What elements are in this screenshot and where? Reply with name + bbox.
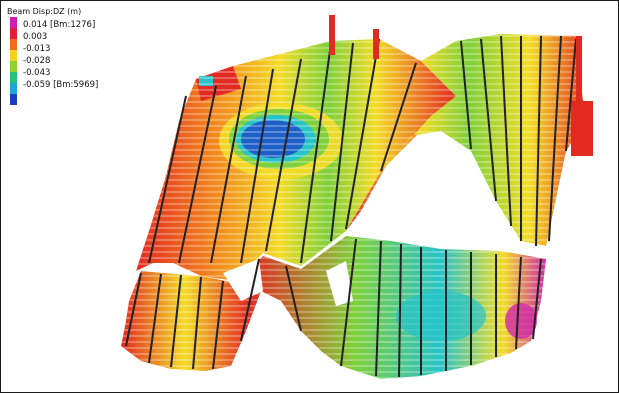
legend-swatch — [10, 39, 17, 50]
legend-swatch — [10, 72, 17, 83]
color-legend: Beam Disp:DZ (m) 0.014 [Bm:1276] 0.003 -… — [7, 7, 137, 107]
legend-swatch — [10, 28, 17, 39]
legend-label-5: -0.043 — [23, 69, 50, 78]
legend-swatch — [10, 50, 17, 61]
legend-swatch — [10, 61, 17, 72]
legend-label-4: -0.028 — [23, 57, 50, 66]
legend-label-2: 0.003 — [23, 33, 47, 42]
legend-label-min: -0.059 [Bm:5969] — [23, 81, 98, 90]
legend-title: Beam Disp:DZ (m) — [7, 7, 81, 16]
legend-swatch — [10, 83, 17, 94]
legend-swatch — [10, 17, 17, 28]
legend-label-3: -0.013 — [23, 45, 50, 54]
legend-swatch — [10, 94, 17, 105]
legend-label-max: 0.014 [Bm:1276] — [23, 21, 95, 30]
legend-color-bar — [10, 17, 17, 105]
